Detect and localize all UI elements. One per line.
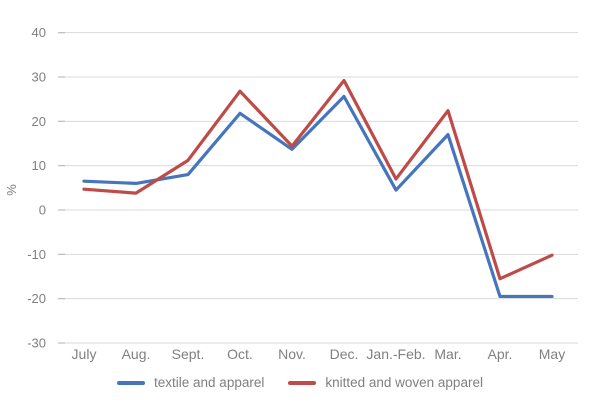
legend-label-knitted: knitted and woven apparel — [325, 375, 483, 390]
y-axis-tick-label: 40 — [32, 25, 46, 40]
x-axis-label: Oct. — [227, 346, 253, 362]
x-axis-label: May — [539, 346, 565, 362]
legend-line-swatch-textile — [117, 380, 146, 385]
x-axis-label: Sept. — [172, 346, 205, 362]
y-axis-tick-label: -10 — [27, 247, 46, 262]
legend-item-textile-and-apparel[interactable]: textile and apparel — [117, 375, 264, 390]
x-axis-label: Dec. — [330, 346, 359, 362]
y-axis-tick-label: 30 — [32, 70, 46, 85]
y-axis-tick-label: 10 — [32, 158, 46, 173]
x-axis-label: Mar. — [434, 346, 461, 362]
x-axis-label: Apr. — [488, 346, 513, 362]
x-axis-label: Nov. — [278, 346, 306, 362]
x-axis-label: Aug. — [122, 346, 151, 362]
y-axis-tick-label: -20 — [27, 291, 46, 306]
chart-legend: textile and apparel knitted and woven ap… — [0, 375, 600, 390]
x-axis-label: Jan.-Feb. — [366, 346, 425, 362]
y-axis-tick-label: -30 — [27, 335, 46, 350]
x-axis-label: July — [72, 346, 97, 362]
legend-line-swatch-knitted — [288, 380, 317, 385]
legend-label-textile: textile and apparel — [154, 375, 265, 390]
y-axis-tick-label: 20 — [32, 114, 46, 129]
y-axis-tick-label: 0 — [39, 203, 46, 218]
series-line-knitted-and-woven-apparel — [82, 78, 554, 281]
legend-item-knitted-and-woven-apparel[interactable]: knitted and woven apparel — [288, 375, 483, 390]
series-line-textile-and-apparel — [82, 94, 554, 299]
y-axis-title: % — [4, 184, 19, 196]
